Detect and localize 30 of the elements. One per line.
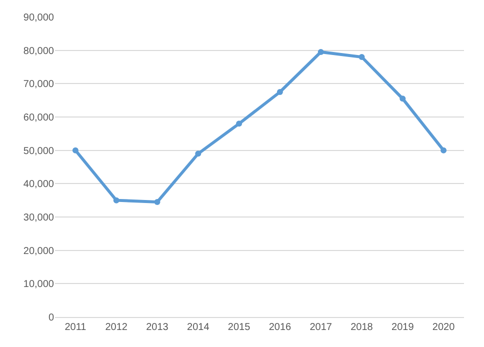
y-tick-label: 40,000 (23, 179, 54, 190)
point (113, 197, 120, 204)
x-tick-label: 2019 (392, 322, 414, 333)
x-tick-label: 2018 (350, 322, 374, 333)
point (318, 49, 324, 55)
y-tick-label: 50,000 (23, 146, 54, 157)
y-tick-label: 70,000 (23, 79, 54, 90)
x-tick-label: 2016 (268, 322, 292, 333)
x-tick-label: 2012 (105, 322, 128, 333)
point (195, 150, 202, 157)
y-tick-label: 80,000 (23, 46, 54, 57)
x-tick-label: 2014 (187, 322, 210, 333)
x-tick-label: 2015 (228, 322, 251, 333)
x-tick-label: 2020 (432, 322, 456, 333)
x-tick-label: 2017 (310, 322, 332, 333)
point (276, 89, 283, 95)
point (440, 147, 447, 154)
point (358, 54, 365, 60)
point (154, 199, 160, 205)
point (236, 120, 242, 127)
y-tick-label: 10,000 (23, 279, 54, 290)
y-tick-label: 90,000 (23, 12, 54, 24)
x-tick-label: 2011 (64, 322, 87, 333)
x-tick-label: 2013 (146, 322, 169, 333)
point (400, 96, 406, 102)
y-tick-label: 60,000 (23, 112, 54, 124)
y-tick-label: 30,000 (23, 212, 54, 224)
point (72, 147, 78, 154)
y-tick-label: 0 (48, 312, 54, 324)
y-tick-label: 20,000 (23, 246, 54, 257)
